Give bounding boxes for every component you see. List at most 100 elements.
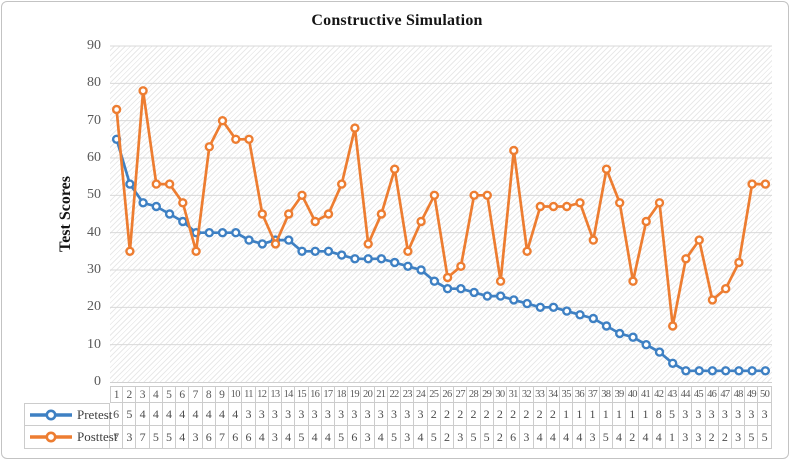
data-cell-pretest: 3 bbox=[692, 403, 706, 426]
series-line-posttest bbox=[115, 89, 767, 328]
data-cell-pretest: 3 bbox=[334, 403, 349, 426]
x-label-cell: 42 bbox=[652, 386, 666, 403]
marker-pretest bbox=[588, 313, 598, 324]
marker-pretest bbox=[283, 235, 294, 245]
y-tick-label: 60 bbox=[87, 150, 101, 165]
data-cell-posttest: 6 bbox=[507, 426, 521, 449]
marker-pretest bbox=[615, 328, 625, 339]
marker-pretest bbox=[707, 366, 718, 376]
data-cell-posttest: 4 bbox=[573, 426, 587, 449]
marker-pretest bbox=[654, 347, 665, 357]
x-label-cell: 17 bbox=[321, 386, 335, 403]
data-cell-pretest: 3 bbox=[268, 403, 283, 426]
data-cell-pretest: 4 bbox=[215, 403, 230, 426]
data-cell-posttest: 7 bbox=[215, 426, 230, 449]
data-cell-pretest: 1 bbox=[626, 403, 640, 426]
legend-item-posttest: Posttest bbox=[24, 426, 117, 449]
x-label-cell: 50 bbox=[758, 386, 772, 403]
marker-posttest bbox=[707, 295, 718, 305]
legend-marker-pretest bbox=[45, 409, 57, 420]
data-cell-posttest: 5 bbox=[467, 426, 481, 449]
data-cell-posttest: 4 bbox=[639, 426, 653, 449]
data-cell-pretest: 3 bbox=[282, 403, 296, 426]
x-label-cell: 11 bbox=[242, 386, 256, 403]
x-label-cell: 48 bbox=[732, 386, 746, 403]
x-label-cell: 45 bbox=[692, 386, 706, 403]
table-corner-spacer bbox=[24, 386, 110, 403]
data-cell-posttest: 3 bbox=[189, 426, 203, 449]
data-cell-posttest: 4 bbox=[533, 426, 547, 449]
marker-pretest bbox=[681, 366, 691, 376]
data-cell-posttest: 3 bbox=[123, 426, 137, 449]
x-label-cell: 21 bbox=[374, 386, 388, 403]
data-table: 1 2 3 4 5 6 7 8 9 10 11 12 13 14 15 16 17 18 19 20 21 22 23 24 2… bbox=[24, 386, 772, 449]
y-tick-label: 40 bbox=[87, 224, 101, 240]
marker-posttest bbox=[721, 283, 731, 294]
marker-pretest bbox=[217, 227, 228, 238]
x-label-cell: 38 bbox=[599, 386, 613, 403]
marker-posttest bbox=[535, 201, 545, 212]
data-cell-posttest: 5 bbox=[745, 426, 759, 449]
marker-pretest bbox=[456, 283, 466, 294]
data-cell-pretest: 3 bbox=[255, 403, 269, 426]
data-cell-posttest: 4 bbox=[374, 426, 388, 449]
data-cell-pretest: 2 bbox=[507, 403, 521, 426]
marker-posttest bbox=[283, 209, 294, 219]
marker-pretest bbox=[721, 366, 731, 376]
marker-posttest bbox=[747, 179, 757, 189]
data-cell-pretest: 1 bbox=[599, 403, 613, 426]
data-cell-posttest: 6 bbox=[348, 426, 362, 449]
data-cell-posttest: 4 bbox=[652, 426, 666, 449]
marker-pretest bbox=[376, 254, 387, 264]
data-cell-posttest: 3 bbox=[268, 426, 283, 449]
legend-label-posttest: Posttest bbox=[77, 429, 118, 444]
data-cell-pretest: 2 bbox=[440, 403, 455, 426]
marker-posttest bbox=[615, 198, 625, 208]
marker-posttest bbox=[654, 198, 665, 208]
marker-pretest bbox=[336, 250, 347, 260]
x-label-cell: 18 bbox=[334, 386, 349, 403]
data-cell-posttest: 2 bbox=[493, 426, 508, 449]
data-cell-pretest: 3 bbox=[758, 403, 772, 426]
marker-posttest bbox=[125, 246, 135, 257]
x-label-cell: 41 bbox=[639, 386, 653, 403]
marker-posttest bbox=[336, 179, 347, 189]
data-cell-pretest: 2 bbox=[493, 403, 508, 426]
marker-posttest bbox=[495, 276, 506, 286]
marker-pretest bbox=[257, 239, 268, 249]
x-label-cell: 30 bbox=[493, 386, 508, 403]
data-cell-posttest: 3 bbox=[361, 426, 375, 449]
marker-pretest bbox=[668, 358, 678, 368]
data-cell-posttest: 5 bbox=[295, 426, 309, 449]
data-cell-pretest: 3 bbox=[387, 403, 402, 426]
x-label-cell: 27 bbox=[454, 386, 468, 403]
y-tick-label: 90 bbox=[87, 38, 101, 53]
y-tick-label: 10 bbox=[87, 336, 101, 352]
marker-pretest bbox=[390, 257, 400, 268]
marker-pretest bbox=[734, 366, 744, 376]
data-cell-pretest: 3 bbox=[705, 403, 719, 426]
data-cell-posttest: 5 bbox=[427, 426, 441, 449]
x-label-cell: 16 bbox=[308, 386, 322, 403]
data-cell-posttest: 5 bbox=[758, 426, 772, 449]
marker-posttest bbox=[164, 179, 175, 189]
marker-posttest bbox=[681, 254, 691, 264]
marker-posttest bbox=[217, 115, 228, 126]
data-cell-posttest: 1 bbox=[665, 426, 680, 449]
data-cell-posttest: 4 bbox=[612, 426, 627, 449]
x-label-cell: 20 bbox=[361, 386, 375, 403]
data-cell-pretest: 3 bbox=[718, 403, 733, 426]
x-label-cell: 15 bbox=[295, 386, 309, 403]
data-cell-posttest: 3 bbox=[692, 426, 706, 449]
data-cell-pretest: 3 bbox=[295, 403, 309, 426]
data-cell-posttest: 4 bbox=[414, 426, 428, 449]
x-label-cell: 36 bbox=[573, 386, 587, 403]
data-cell-pretest: 3 bbox=[679, 403, 693, 426]
data-cell-posttest: 3 bbox=[679, 426, 693, 449]
line-chart bbox=[110, 45, 772, 376]
marker-pretest bbox=[562, 306, 572, 316]
marker-pretest bbox=[482, 291, 492, 301]
data-cell-pretest: 1 bbox=[559, 403, 574, 426]
marker-posttest bbox=[310, 216, 320, 227]
x-label-cell: 5 bbox=[162, 386, 177, 403]
